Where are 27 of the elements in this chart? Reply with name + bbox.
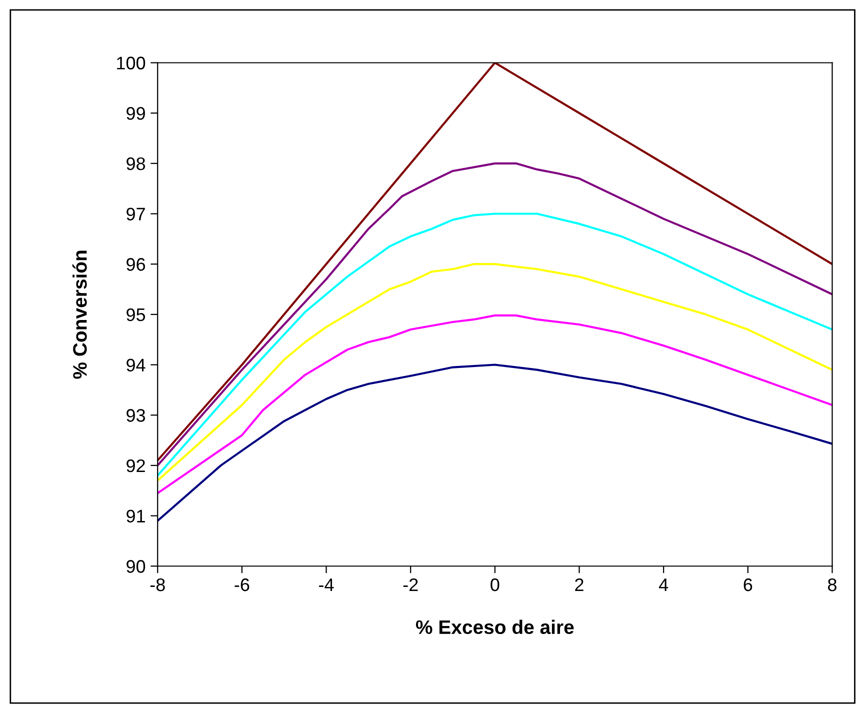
y-tick-label: 99 xyxy=(126,107,145,120)
y-tick-label: 90 xyxy=(126,560,146,573)
x-tick-label: -4 xyxy=(319,578,334,592)
y-tick-label: 92 xyxy=(126,459,145,472)
y-tick-label: 96 xyxy=(126,258,146,271)
y-tick-label: 95 xyxy=(126,308,146,322)
y-tick-label: 98 xyxy=(126,157,146,170)
y-tick-label: 97 xyxy=(126,208,145,220)
line-series xyxy=(158,162,832,466)
x-tick-label: 4 xyxy=(658,578,668,592)
y-tick-label: 91 xyxy=(126,510,145,523)
y-tick-label: 93 xyxy=(126,409,146,422)
line-series xyxy=(158,314,832,494)
line-series xyxy=(158,212,832,477)
line-series xyxy=(158,263,832,482)
line-series xyxy=(158,364,832,522)
x-tick-label: 0 xyxy=(490,578,500,592)
x-tick-label: 8 xyxy=(828,578,836,592)
x-tick-label: -8 xyxy=(150,578,165,592)
x-tick-label: 6 xyxy=(744,578,752,592)
x-axis-title: % Exceso de aire xyxy=(416,620,574,634)
y-axis-title: % Conversión xyxy=(72,250,87,379)
y-tick-label: 100 xyxy=(117,56,146,70)
y-tick-label: 94 xyxy=(126,358,146,372)
x-tick-label: -6 xyxy=(234,578,250,592)
x-tick-label: 2 xyxy=(575,578,584,592)
x-tick-label: -2 xyxy=(403,578,418,592)
